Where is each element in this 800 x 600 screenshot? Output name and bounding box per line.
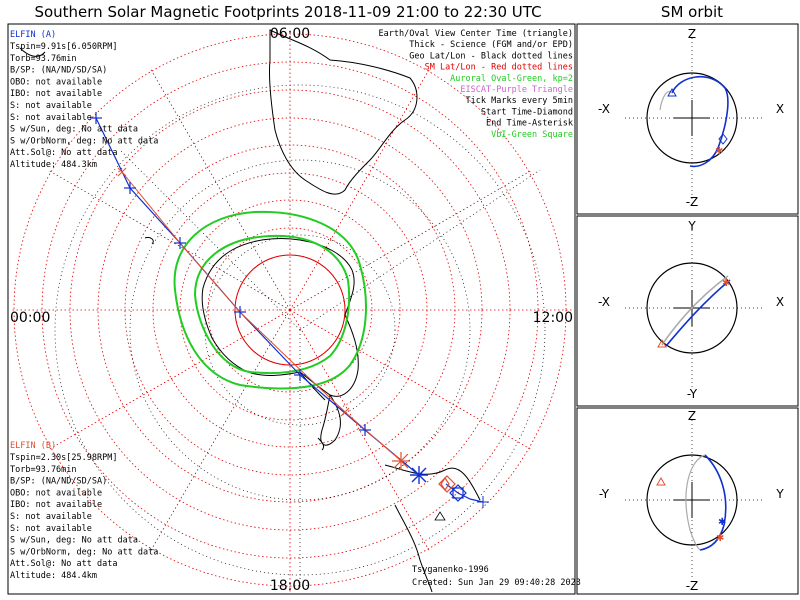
panel1-bottom-label: -Z	[686, 195, 699, 209]
legend-entry: Earth/Oval View Center Time (triangle)	[379, 29, 573, 39]
elfin-a-info: Tspin=9.91s[6.050RPM] Torb=93.76min B/SP: …	[10, 42, 158, 170]
clock-label-top: 06:00	[270, 26, 310, 42]
svg-text:✱: ✱	[722, 278, 730, 289]
elfin-b-info-line: IBO: not available	[10, 500, 102, 510]
elfin-b-ticks	[117, 167, 350, 417]
elfin-a-info-line: Att.Sol@: No att data	[10, 148, 117, 158]
elfin-b-end-asterisk	[392, 452, 410, 470]
clock-label-left: 00:00	[10, 310, 50, 326]
legend-entry: EISCAT-Purple Triangle	[460, 85, 573, 95]
elfin-b-start-inner	[440, 476, 450, 492]
coast-islands	[317, 437, 325, 451]
elfin-b-info-line: S w/OrbNorm, deg: No att data	[10, 547, 158, 557]
orbit-panel-yz-frame	[576, 407, 799, 595]
elfin-a-track-end	[445, 483, 484, 503]
elfin-b-info-line: S: not available	[10, 524, 92, 534]
legend-entry: Auroral Oval-Green, kp=2	[450, 74, 573, 84]
auroral-oval-outer	[173, 210, 367, 390]
elfin-b-info-line: Altitude: 484.4km	[10, 571, 97, 581]
elfin-b-info-line: Att.Sol@: No att data	[10, 559, 117, 569]
orbit-panel-yz: ✱ ✱ Z -Z -Y Y	[599, 409, 784, 593]
elfin-a-end-asterisk	[410, 466, 428, 484]
sm-grid-spokes	[10, 30, 572, 592]
credit-text: Tsyganenko-1996	[412, 565, 489, 575]
coastlines	[19, 29, 481, 593]
elfin-a-info-line: B/SP: (NA/ND/SD/SA)	[10, 66, 107, 76]
panel1-right-label: X	[776, 102, 784, 116]
legend-entry: Tick Marks every 5min	[466, 96, 573, 106]
view-center-triangle	[434, 511, 446, 521]
panel2-bottom-label: -Y	[687, 387, 698, 401]
legend-entry: Geo Lat/Lon - Black dotted lines	[409, 51, 573, 61]
elfin-b-info-line: Torb=93.76min	[10, 465, 77, 475]
elfin-b-info-line: B/SP: (NA/ND/SD/SA)	[10, 477, 107, 487]
svg-text:✱: ✱	[716, 533, 724, 544]
legend-entry: Thick - Science (FGM and/or EPD)	[409, 40, 573, 50]
elfin-a-info-line: S: not available	[10, 101, 92, 111]
elfin-a-info-line: S w/OrbNorm, deg: No att data	[10, 136, 158, 146]
elfin-a-track	[95, 117, 421, 477]
clock-label-bottom: 18:00	[270, 578, 310, 594]
auroral-ovals	[173, 210, 367, 390]
coast-fragment-2	[144, 237, 154, 245]
panel1-top-label: Z	[688, 27, 696, 41]
elfin-b-info: Tspin=2.30s[25.98RPM] Torb=93.76min B/SP: …	[10, 453, 158, 581]
panel1-left-label: -X	[598, 102, 610, 116]
elfin-a-info-line: S w/Sun, deg: No att data	[10, 125, 138, 135]
elfin-b-info-line: S w/Sun, deg: No att data	[10, 536, 138, 546]
legend: Earth/Oval View Center Time (triangle)Th…	[379, 29, 573, 140]
legend-entry: End Time-Asterisk	[486, 119, 573, 129]
legend-entry: VbI-Green Square	[491, 130, 573, 140]
panel2-top-label: Y	[687, 219, 696, 233]
svg-text:✱: ✱	[718, 517, 726, 528]
elfin-b-info-line: OBO: not available	[10, 488, 102, 498]
orbit-title: SM orbit	[661, 3, 723, 21]
auroral-oval-inner	[193, 234, 351, 375]
track-ticks	[90, 112, 371, 436]
elfin-a-label: ELFIN (A)	[10, 30, 56, 40]
legend-entry: SM Lat/Lon - Red dotted lines	[425, 63, 573, 73]
panel3-left-label: -Y	[599, 487, 610, 501]
main-title: Southern Solar Magnetic Footprints 2018-…	[34, 3, 541, 21]
coast-australia	[268, 29, 418, 195]
coast-peninsula	[320, 394, 341, 446]
map-frame	[7, 23, 576, 595]
elfin-b-start-diamond	[438, 475, 456, 493]
created-text: Created: Sun Jan 29 09:40:28 2023	[412, 578, 581, 588]
clock-label-right: 12:00	[533, 310, 573, 326]
coast-south-america	[384, 464, 481, 501]
panel3-bottom-label: -Z	[686, 579, 699, 593]
elfin-b-info-line: Tspin=2.30s[25.98RPM]	[10, 453, 117, 463]
elfin-a-info-line: Altitude: 484.3km	[10, 160, 97, 170]
panel2-right-label: X	[776, 295, 784, 309]
elfin-a-info-line: Tspin=9.91s[6.050RPM]	[10, 42, 117, 52]
legend-entry: Start Time-Diamond	[481, 107, 573, 117]
panel2-left-label: -X	[598, 295, 610, 309]
polar-map	[10, 29, 572, 593]
coast-fragment	[19, 47, 46, 57]
coast-south-america-2	[394, 504, 433, 593]
orbit-panel-xy-frame	[576, 215, 799, 407]
start-diamonds	[438, 475, 467, 502]
elfin-a-info-line: Torb=93.76min	[10, 54, 77, 64]
orbit-panels: ✱ Z -Z -X X ✱ Y -Y -X X	[576, 23, 799, 595]
svg-text:✱: ✱	[715, 146, 723, 157]
elfin-b-info-line: S: not available	[10, 512, 92, 522]
elfin-a-info-line: S: not available	[10, 113, 92, 123]
orbit-panel-xz-frame	[576, 23, 799, 215]
panel3-top-label: Z	[688, 409, 696, 423]
elfin-a-start-square	[452, 487, 464, 499]
elfin-b-track	[121, 171, 401, 461]
geo-grid	[54, 84, 546, 590]
orbit-panel-xz: ✱ Z -Z -X X	[598, 27, 784, 209]
elfin-a-info-line: OBO: not available	[10, 77, 102, 87]
elfin-a-info-line: IBO: not available	[10, 89, 102, 99]
panel3-right-label: Y	[775, 487, 784, 501]
orbit-panel-xy: ✱ Y -Y -X X	[598, 219, 784, 401]
track-end-ticks	[477, 496, 489, 508]
elfin-b-label: ELFIN (B)	[10, 441, 56, 451]
